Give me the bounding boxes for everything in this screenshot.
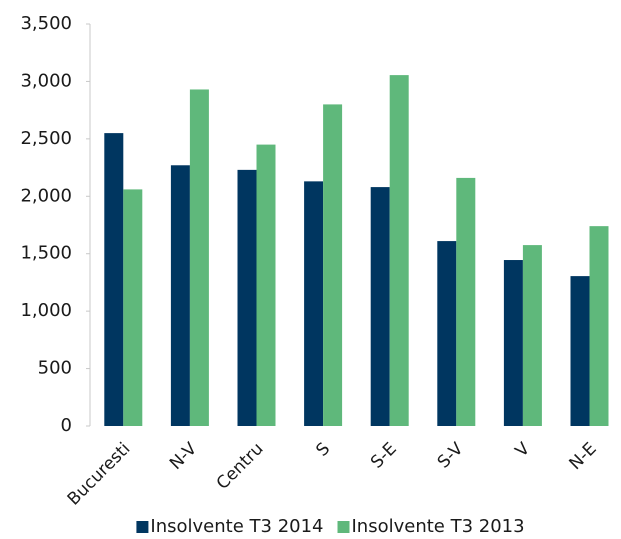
bar: [503, 260, 523, 426]
x-tick-label: N-E: [566, 439, 601, 474]
bar: [304, 181, 324, 426]
x-tick-label: S: [312, 439, 334, 461]
bar: [570, 276, 590, 426]
bar: [456, 177, 476, 426]
y-tick-label: 1,500: [20, 243, 72, 264]
legend-swatch: [136, 521, 149, 533]
bar: [170, 165, 190, 426]
y-tick-label: 1,000: [20, 300, 72, 321]
legend-label: Insolvente T3 2014: [150, 516, 323, 537]
bar: [370, 187, 390, 426]
x-tick-label: V: [512, 439, 535, 462]
bar: [389, 75, 409, 427]
y-tick-label: 2,500: [20, 128, 72, 149]
y-tick-label: 3,500: [20, 13, 72, 34]
bar: [189, 89, 209, 427]
y-tick-label: 3,000: [20, 70, 72, 91]
x-tick-label: S-E: [367, 439, 401, 473]
y-tick-label: 500: [38, 358, 72, 379]
bar: [437, 241, 457, 426]
y-tick-label: 0: [61, 415, 72, 436]
bar: [256, 144, 276, 426]
legend: Insolvente T3 2014 Insolvente T3 2013: [136, 516, 525, 537]
bar: [237, 169, 257, 426]
legend-label: Insolvente T3 2013: [352, 516, 525, 537]
bar: [123, 189, 143, 426]
x-tick-label: N-V: [166, 439, 201, 474]
bar: [522, 245, 542, 426]
bar: [104, 133, 124, 426]
legend-swatch: [337, 521, 350, 533]
x-tick-label: Bucuresti: [64, 439, 135, 510]
bar: [589, 226, 609, 426]
x-tick-label: Centru: [213, 439, 268, 494]
bar: [323, 104, 343, 427]
x-tick-label: S-V: [434, 439, 468, 473]
y-tick-label: 2,000: [20, 185, 72, 206]
